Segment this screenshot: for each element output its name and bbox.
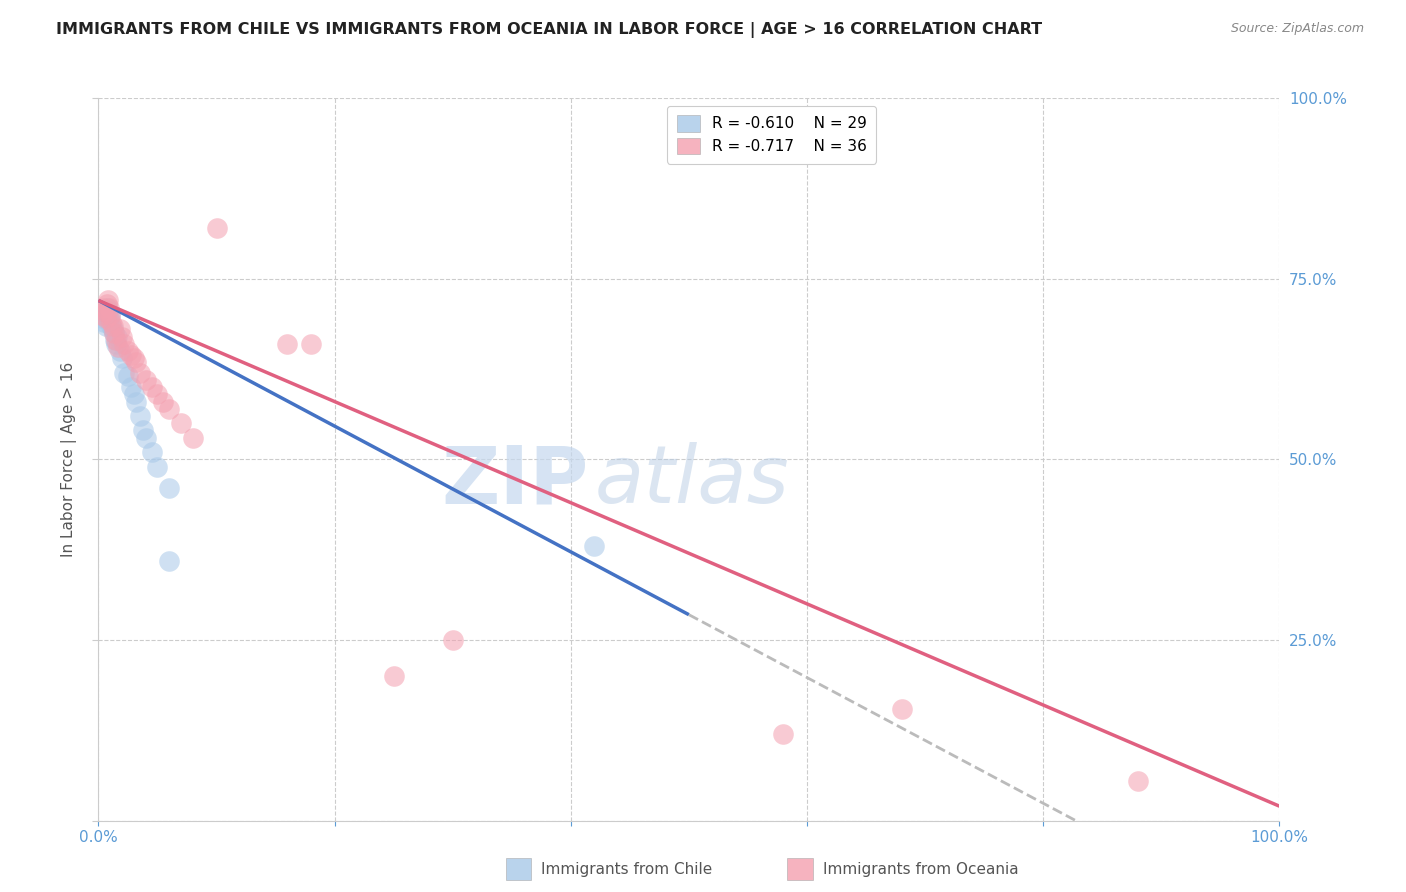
Point: [98, 301, 121, 315]
Point: [146, 459, 169, 474]
Point: [96, 297, 118, 311]
Point: [441, 633, 464, 648]
Point: [105, 336, 128, 351]
Point: [125, 355, 148, 369]
Point: [583, 539, 606, 553]
Point: [135, 373, 157, 387]
Point: [132, 424, 155, 438]
Text: Source: ZipAtlas.com: Source: ZipAtlas.com: [1230, 22, 1364, 36]
Point: [128, 409, 150, 423]
Point: [107, 340, 129, 354]
Point: [146, 387, 169, 401]
Point: [772, 727, 794, 741]
Point: [108, 322, 131, 336]
Point: [121, 348, 143, 362]
Y-axis label: In Labor Force | Age > 16: In Labor Force | Age > 16: [60, 362, 77, 557]
Point: [276, 336, 298, 351]
Point: [105, 329, 128, 343]
Point: [141, 445, 163, 459]
Point: [97, 304, 120, 318]
Point: [96, 301, 118, 315]
Point: [157, 553, 180, 567]
Point: [125, 394, 148, 409]
Text: atlas: atlas: [595, 442, 789, 520]
Point: [91, 308, 114, 322]
Point: [157, 481, 180, 495]
Point: [101, 318, 124, 333]
Point: [170, 416, 193, 431]
Point: [105, 333, 128, 347]
Point: [108, 344, 131, 359]
Text: Immigrants from Chile: Immigrants from Chile: [541, 863, 713, 877]
Point: [100, 315, 122, 329]
Point: [91, 311, 114, 326]
Point: [181, 431, 204, 445]
Point: [117, 344, 139, 359]
Point: [135, 431, 157, 445]
Point: [112, 366, 135, 380]
Point: [98, 311, 121, 326]
Point: [111, 329, 134, 343]
Point: [98, 308, 121, 322]
Point: [122, 351, 145, 366]
Point: [141, 380, 163, 394]
Point: [111, 351, 134, 366]
Point: [101, 322, 124, 336]
Point: [1126, 773, 1149, 788]
Legend: R = -0.610    N = 29, R = -0.717    N = 36: R = -0.610 N = 29, R = -0.717 N = 36: [668, 106, 876, 163]
Point: [94, 318, 117, 333]
Text: Immigrants from Oceania: Immigrants from Oceania: [823, 863, 1018, 877]
Point: [100, 318, 122, 333]
Point: [98, 308, 121, 322]
Point: [157, 401, 180, 416]
Point: [117, 369, 139, 384]
Point: [152, 394, 174, 409]
Point: [121, 380, 143, 394]
Point: [112, 336, 135, 351]
Point: [94, 311, 117, 326]
Point: [97, 293, 120, 308]
Point: [93, 304, 115, 318]
Point: [299, 336, 322, 351]
Point: [103, 326, 125, 340]
Point: [890, 701, 912, 715]
Text: IMMIGRANTS FROM CHILE VS IMMIGRANTS FROM OCEANIA IN LABOR FORCE | AGE > 16 CORRE: IMMIGRANTS FROM CHILE VS IMMIGRANTS FROM…: [56, 22, 1042, 38]
Point: [93, 315, 115, 329]
Point: [91, 301, 114, 315]
Point: [382, 669, 405, 683]
Text: ZIP: ZIP: [441, 442, 589, 520]
Point: [122, 387, 145, 401]
Point: [205, 221, 228, 235]
Point: [128, 366, 150, 380]
Point: [91, 308, 114, 322]
Point: [104, 333, 127, 347]
Point: [103, 326, 125, 340]
